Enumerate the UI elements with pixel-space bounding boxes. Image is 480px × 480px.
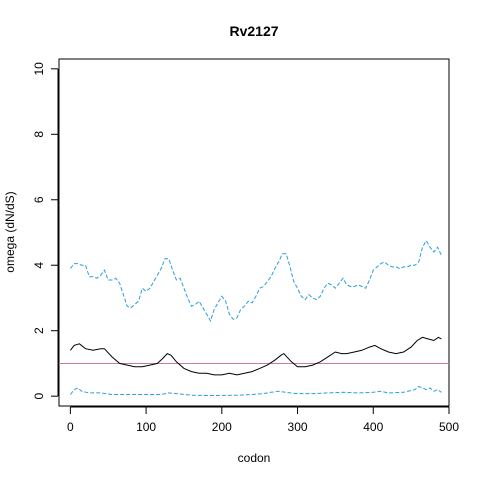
y-tick-label: 0 <box>32 393 46 400</box>
x-tick-label: 100 <box>136 420 156 434</box>
x-tick-label: 400 <box>363 420 383 434</box>
y-tick-label: 10 <box>32 62 46 76</box>
x-tick-label: 0 <box>67 420 74 434</box>
y-tick-label: 4 <box>32 262 46 269</box>
series-line-1 <box>70 336 442 376</box>
plot-frame <box>58 58 450 407</box>
chart-title: Rv2127 <box>229 23 278 39</box>
series-group <box>70 239 442 396</box>
x-tick-label: 200 <box>212 420 232 434</box>
x-tick-label: 300 <box>288 420 308 434</box>
x-tick-label: 500 <box>439 420 459 434</box>
y-tick-label: 8 <box>32 131 46 138</box>
y-tick-label: 2 <box>32 327 46 334</box>
y-tick-label: 6 <box>32 196 46 203</box>
axes: 0 100 200 300 400 500 0 2 4 6 8 10 <box>32 62 459 434</box>
x-axis-label: codon <box>238 451 271 465</box>
series-line-3 <box>70 385 442 396</box>
series-line-2 <box>70 239 442 323</box>
y-axis-label: omega (dN/dS) <box>3 191 17 272</box>
